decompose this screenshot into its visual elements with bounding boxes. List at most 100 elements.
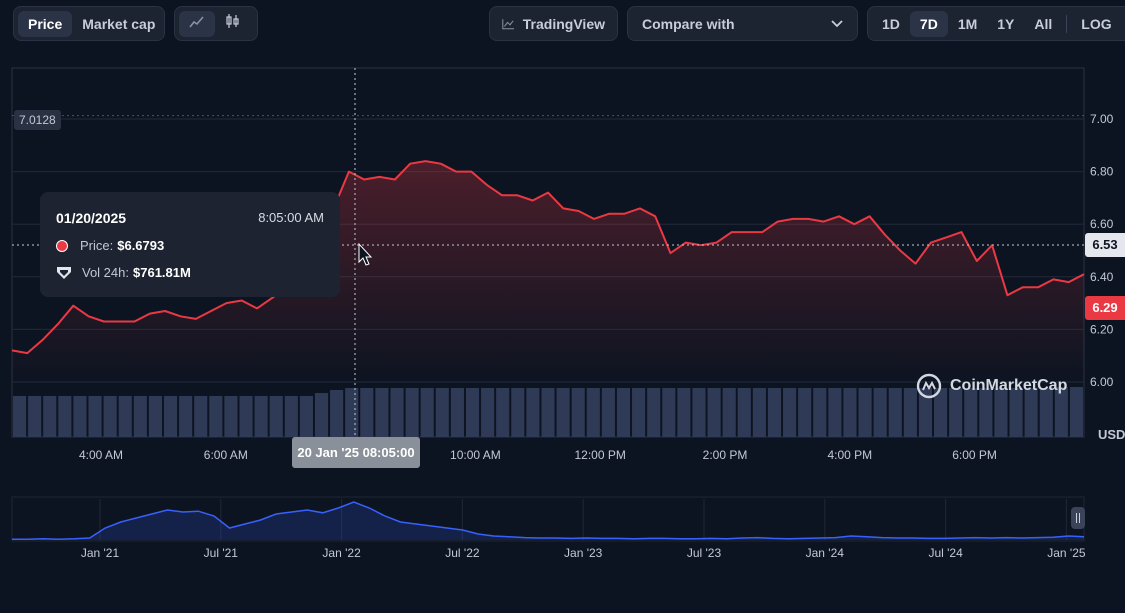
overview-line	[12, 501, 1085, 540]
range-all[interactable]: All	[1034, 15, 1053, 32]
volume-bar	[828, 388, 842, 437]
volume-bar	[360, 388, 374, 437]
market-cap-tab[interactable]: Market cap	[82, 15, 156, 32]
volume-bar	[888, 388, 902, 437]
tooltip-price-label: Price:	[80, 238, 114, 253]
volume-bar	[163, 396, 178, 437]
volume-bar	[873, 388, 887, 437]
volume-bar	[1024, 388, 1038, 437]
range-1d[interactable]: 1D	[882, 15, 900, 32]
overview-tick-label: Jan '22	[322, 546, 361, 560]
volume-bar	[314, 393, 329, 437]
compare-with-dropdown[interactable]: Compare with	[627, 6, 858, 41]
overview-x-axis: Jan '21 Jul '21 Jan '22 Jul '22 Jan '23 Jul '…	[81, 546, 1086, 560]
volume-bar	[58, 396, 72, 437]
volume-bar	[541, 388, 555, 437]
volume-bar	[13, 396, 27, 437]
volume-bar	[903, 388, 917, 437]
volume-bar	[420, 388, 434, 437]
volume-bar	[692, 388, 706, 437]
volume-bar	[284, 396, 298, 437]
volume-bar	[586, 388, 600, 437]
volume-bar	[737, 388, 751, 437]
volume-bar	[450, 388, 464, 437]
candlestick-chart-button[interactable]	[215, 11, 251, 37]
volume-bar	[43, 396, 57, 437]
y-tick-label: 7.00	[1090, 112, 1114, 126]
volume-bar	[254, 396, 268, 437]
log-scale-toggle[interactable]: LOG	[1081, 15, 1112, 32]
volume-bars	[13, 387, 1083, 437]
volume-bar	[798, 388, 812, 437]
volume-bar	[1054, 387, 1068, 437]
volume-bar	[526, 388, 540, 437]
volume-bar	[964, 388, 978, 437]
volume-shield-icon	[57, 266, 71, 279]
crosshair-time-tag: 20 Jan '25 08:05:00	[292, 437, 420, 468]
volume-bar	[88, 396, 102, 437]
overview-tick-label: Jul '21	[204, 546, 239, 560]
overview-tick-label: Jul '22	[445, 546, 480, 560]
volume-bar	[73, 396, 87, 437]
watermark: CoinMarketCap	[916, 373, 1067, 399]
x-axis: 4:00 AM 6:00 AM 10:00 AM 12:00 PM 2:00 PM 4:0…	[79, 448, 997, 462]
volume-bar	[601, 388, 615, 437]
range-selector: 1D 7D 1M 1Y All LOG	[867, 6, 1125, 41]
chart-type-toggle	[174, 6, 258, 41]
chevron-down-icon	[831, 19, 843, 27]
volume-bar	[632, 388, 646, 437]
volume-bar	[556, 388, 570, 437]
volume-bar	[465, 388, 480, 437]
volume-bar	[979, 388, 993, 437]
volume-bar	[616, 388, 631, 437]
price-dot-icon	[56, 239, 68, 252]
volume-bar	[752, 388, 766, 437]
volume-bar	[918, 388, 933, 437]
coinmarketcap-logo-icon	[916, 373, 942, 399]
volume-bar	[994, 388, 1008, 437]
line-chart-button[interactable]	[179, 10, 215, 37]
candlestick-icon	[226, 13, 239, 28]
tooltip-volume-label: Vol 24h:	[82, 265, 129, 280]
crosshair-price-tag: 6.53	[1085, 233, 1125, 257]
volume-bar	[103, 396, 117, 437]
volume-bar	[496, 388, 510, 437]
trend-line-icon	[502, 18, 514, 29]
volume-bar	[783, 388, 797, 437]
volume-bar	[209, 396, 223, 437]
volume-bar	[813, 388, 827, 437]
y-tick-label: 6.80	[1090, 165, 1114, 179]
x-tick-label: 4:00 AM	[79, 448, 123, 462]
volume-bar	[1069, 387, 1083, 437]
overview-scroll-handle[interactable]	[1071, 507, 1085, 529]
tradingview-button[interactable]: TradingView	[489, 6, 618, 41]
volume-bar	[1009, 388, 1023, 437]
overview-grid	[99, 499, 1067, 540]
volume-bar	[571, 388, 585, 437]
volume-bar	[133, 396, 147, 437]
range-7d[interactable]: 7D	[909, 10, 948, 37]
overview-tick-label: Jan '24	[806, 546, 845, 560]
y-tick-label: 6.00	[1090, 375, 1114, 389]
volume-bar	[647, 388, 661, 437]
tooltip-date: 01/20/2025	[56, 210, 127, 226]
volume-bar	[707, 388, 721, 437]
x-tick-label: 4:00 PM	[827, 448, 872, 462]
range-1y[interactable]: 1Y	[997, 15, 1015, 32]
price-tab[interactable]: Price	[18, 10, 73, 37]
range-1m[interactable]: 1M	[957, 15, 978, 32]
tooltip-price-value: $6.6793	[117, 238, 165, 253]
price-marketcap-toggle: Price Market cap	[13, 6, 165, 41]
volume-bar	[194, 396, 208, 437]
volume-bar	[511, 388, 525, 437]
volume-bar	[118, 396, 132, 437]
divider	[1066, 14, 1068, 33]
price-tooltip: 01/20/2025 8:05:00 AM Price: $6.6793 Vol…	[40, 192, 340, 297]
tradingview-label: TradingView	[522, 15, 605, 32]
x-tick-label: 6:00 AM	[204, 448, 248, 462]
volume-bar	[405, 388, 419, 437]
y-tick-label: 6.40	[1090, 270, 1114, 284]
overview-area	[12, 502, 1084, 540]
volume-bar	[858, 388, 872, 437]
